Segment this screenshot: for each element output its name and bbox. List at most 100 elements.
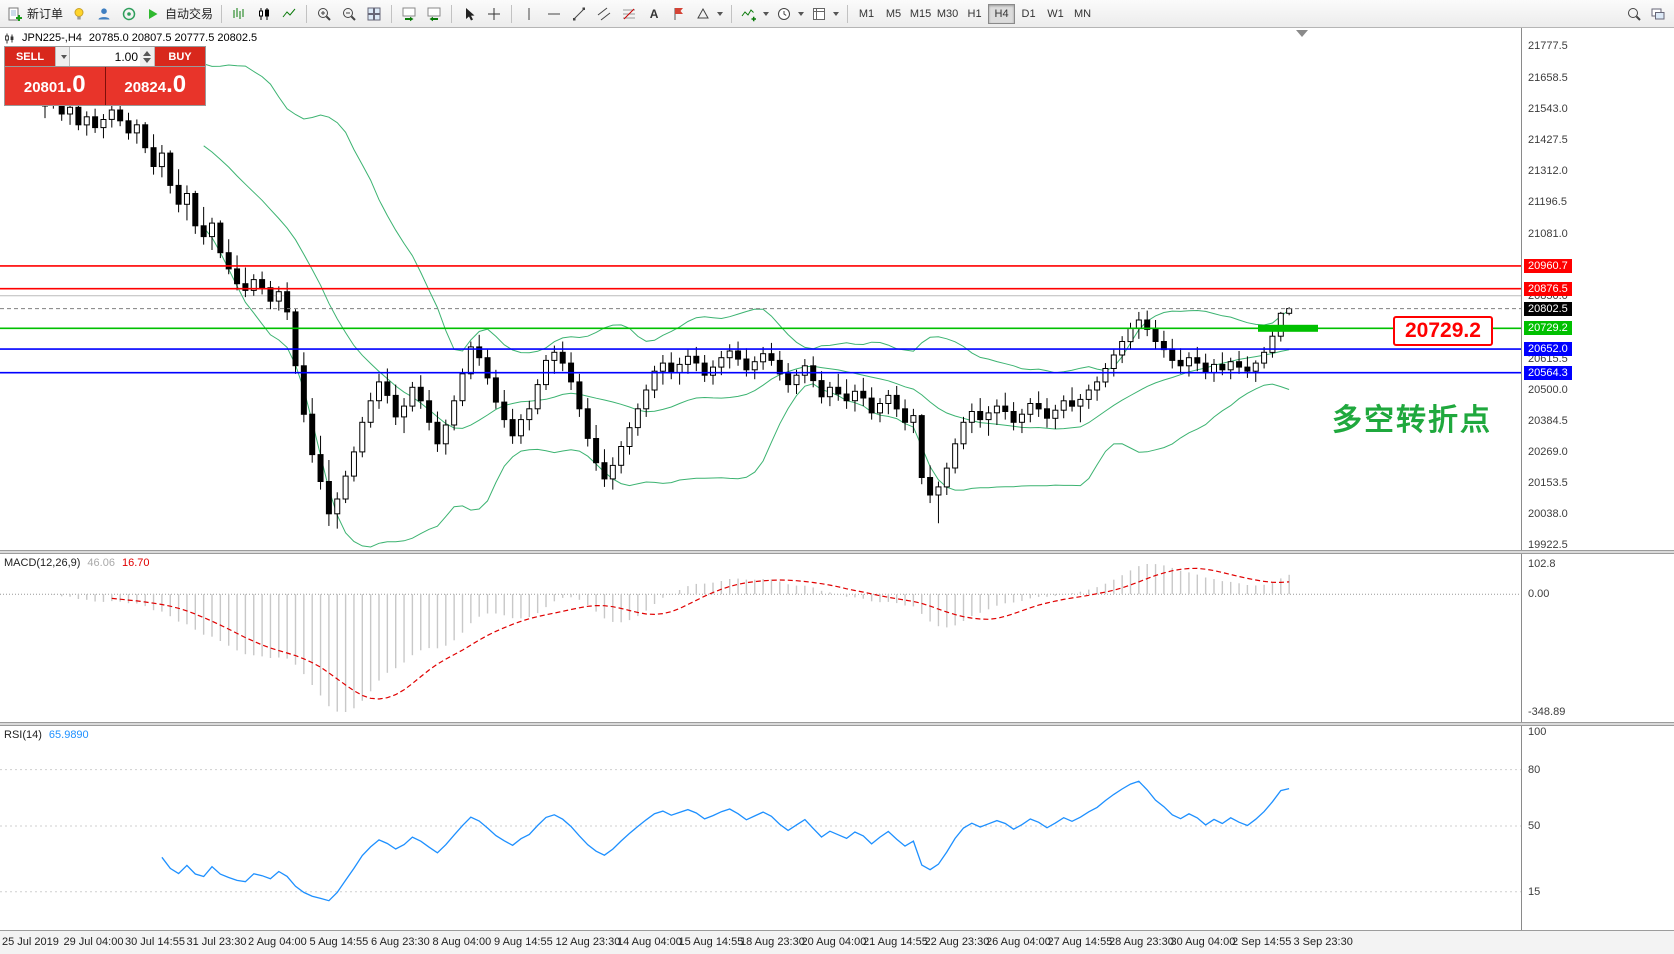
line-chart-button[interactable]	[277, 3, 301, 25]
candle-body	[1211, 363, 1217, 373]
candle-body	[634, 408, 641, 429]
clock-icon	[778, 7, 791, 20]
candle-body	[826, 386, 833, 398]
rsi-axis-label: 100	[1528, 726, 1547, 738]
candle-body	[100, 119, 107, 129]
one-click-trading-panel: SELL BUY 20801.0 20824.0	[4, 46, 206, 106]
timeframe-m5-button[interactable]: M5	[885, 7, 902, 20]
timeframe-w1-button[interactable]: W1	[1047, 7, 1064, 20]
candle-body	[509, 419, 516, 437]
timeframe-h1-button[interactable]: H1	[967, 7, 982, 20]
order-type-dropdown[interactable]	[55, 47, 70, 66]
zoom-out-button[interactable]	[337, 3, 361, 25]
time-axis[interactable]: 25 Jul 2019 29 Jul 04:00 30 Jul 14:55 31 Ju…	[0, 930, 1674, 954]
auto-scroll-button[interactable]	[397, 3, 421, 25]
volume-input[interactable]	[70, 49, 140, 64]
timeframe-m1-button[interactable]: M1	[858, 7, 875, 20]
chart-shift-button[interactable]	[422, 3, 446, 25]
timeframe-mn-button[interactable]: MN	[1073, 7, 1092, 20]
time-axis-label: 2 Sep 14:55	[1232, 936, 1292, 948]
trendline-button[interactable]	[567, 3, 591, 25]
time-axis-label: 8 Aug 04:00	[432, 936, 492, 948]
chevron-down-icon	[60, 54, 67, 59]
sell-button[interactable]: SELL	[5, 47, 55, 66]
search-button[interactable]	[1622, 3, 1646, 25]
timeframe-h4-button[interactable]: H4	[988, 3, 1016, 24]
tile-windows-button[interactable]	[362, 3, 386, 25]
template-icon	[813, 7, 826, 20]
time-axis-label: 2 Aug 04:00	[248, 936, 307, 948]
rsi-canvas[interactable]	[0, 726, 1521, 930]
fibonacci-button[interactable]	[617, 3, 641, 25]
candle-body	[768, 353, 775, 361]
candle-body	[334, 498, 341, 515]
price-axis-label: 21081.0	[1528, 227, 1568, 240]
buy-button[interactable]: BUY	[155, 47, 205, 66]
time-axis-label: 6 Aug 23:30	[371, 936, 430, 948]
cursor-button[interactable]	[457, 3, 481, 25]
window-list-button[interactable]	[1646, 3, 1670, 25]
volume-increase-button[interactable]	[143, 50, 151, 56]
main-chart-pane[interactable]: JPN225-,H4 20785.0 20807.5 20777.5 20802…	[0, 29, 1521, 550]
bollinger-middle-band	[203, 145, 1290, 430]
accounts-button[interactable]	[92, 3, 116, 25]
candlestick-chart-button[interactable]	[252, 3, 276, 25]
candlestick-icon	[259, 7, 270, 20]
pane-splitter[interactable]	[0, 722, 1674, 726]
sell-price-button[interactable]: 20801.0	[5, 67, 105, 105]
text-tool-button[interactable]: A	[642, 3, 666, 25]
chart-workspace: JPN225-,H4 20785.0 20807.5 20777.5 20802…	[0, 28, 1674, 954]
timeframe-m30-button[interactable]: M30	[936, 7, 959, 20]
volume-decrease-button[interactable]	[143, 57, 151, 63]
vertical-line-button[interactable]	[517, 3, 541, 25]
price-axis-label: 21427.5	[1528, 134, 1568, 147]
rsi-value: 65.9890	[48, 729, 89, 741]
label-tool-button[interactable]	[667, 3, 691, 25]
horizontal-line-button[interactable]	[542, 3, 566, 25]
price-chart-canvas[interactable]	[0, 29, 1521, 550]
candle-body	[1286, 308, 1293, 314]
templates-button[interactable]	[808, 3, 842, 25]
zoom-in-button[interactable]	[312, 3, 336, 25]
macd-canvas[interactable]	[0, 554, 1521, 722]
time-axis-label: 25 Jul 2019	[2, 936, 59, 948]
crosshair-button[interactable]	[482, 3, 506, 25]
indicators-button[interactable]	[737, 3, 772, 25]
text-tool-icon: A	[649, 6, 659, 21]
candle-body	[492, 377, 499, 403]
price-axis-label: 20384.5	[1528, 415, 1568, 428]
lightbulb-button[interactable]	[67, 3, 91, 25]
bar-chart-button[interactable]	[227, 3, 251, 25]
periods-button[interactable]	[773, 3, 807, 25]
candle-body	[108, 109, 115, 120]
highlighted-level-segment[interactable]	[1258, 324, 1318, 332]
time-axis-label: 22 Aug 23:30	[924, 936, 990, 948]
auto-trading-button[interactable]: 自动交易	[142, 3, 216, 25]
community-button[interactable]	[117, 3, 141, 25]
timeframe-d1-button[interactable]: D1	[1021, 7, 1036, 20]
shapes-button[interactable]	[692, 3, 726, 25]
new-order-button[interactable]: 新订单	[4, 3, 66, 25]
macd-pane[interactable]: MACD(12,26,9) 46.06 16.70	[0, 554, 1521, 722]
rsi-pane[interactable]: RSI(14) 65.9890	[0, 726, 1521, 930]
price-axis[interactable]: 21777.5 21658.5 21543.0 21427.5 21312.0 21196…	[1521, 28, 1674, 930]
candle-body	[668, 362, 675, 374]
candle-body	[735, 350, 742, 360]
pane-splitter[interactable]	[0, 550, 1674, 554]
channel-button[interactable]	[592, 3, 616, 25]
chart-shift-marker[interactable]	[1296, 30, 1308, 37]
chart-annotation-text[interactable]: 多空转折点	[1332, 404, 1492, 437]
candle-body	[851, 390, 858, 402]
candle-body	[183, 193, 190, 205]
candle-body	[893, 394, 900, 410]
candle-body	[684, 355, 691, 365]
candle-body	[1060, 400, 1067, 411]
timeframe-m15-button[interactable]: M15	[909, 7, 932, 20]
candle-body	[1219, 363, 1226, 371]
price-level-callout[interactable]: 20729.2	[1393, 316, 1493, 346]
candle-body	[559, 351, 566, 364]
price-level-badge: 20564.3	[1524, 365, 1572, 380]
candle-body	[676, 363, 683, 373]
buy-price-button[interactable]: 20824.0	[105, 67, 205, 105]
macd-signal-line	[111, 567, 1290, 700]
